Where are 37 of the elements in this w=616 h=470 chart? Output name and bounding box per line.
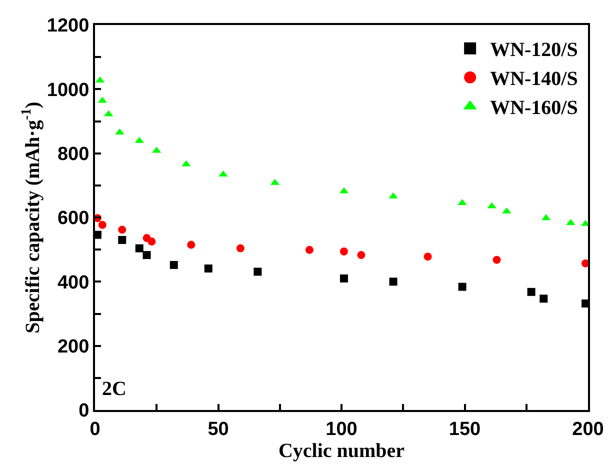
x-axis-title: Cyclic number xyxy=(278,440,405,462)
point xyxy=(540,294,548,303)
x-tick-label: 150 xyxy=(448,418,481,440)
point xyxy=(236,244,244,252)
y-tick-label: 1200 xyxy=(46,16,90,37)
point xyxy=(340,274,348,282)
point xyxy=(118,226,126,234)
point xyxy=(187,240,196,249)
y-tick-label: 800 xyxy=(57,144,90,165)
y-tick-label: 0 xyxy=(78,400,90,422)
x-tick-label: 100 xyxy=(326,418,358,440)
x-tick-label: 50 xyxy=(208,418,229,440)
point xyxy=(135,244,144,252)
point xyxy=(424,252,432,261)
y-tick-label: 400 xyxy=(57,272,90,294)
point xyxy=(148,238,156,246)
y-tick-label: 1000 xyxy=(46,80,90,101)
point xyxy=(305,246,314,254)
point xyxy=(254,268,262,276)
point xyxy=(389,278,398,286)
annotation: 2C xyxy=(102,378,126,400)
legend-label: WN-120/S xyxy=(490,39,578,62)
point xyxy=(492,256,501,264)
x-tick-label: 200 xyxy=(572,418,604,440)
point xyxy=(170,260,178,269)
point xyxy=(98,220,106,229)
legend-label: WN-140/S xyxy=(490,68,578,90)
point xyxy=(204,264,212,273)
point xyxy=(527,288,536,296)
legend-label: WN-160/S xyxy=(490,97,578,120)
point xyxy=(458,282,466,291)
y-tick-label: 600 xyxy=(57,208,90,230)
point xyxy=(340,248,348,256)
point xyxy=(142,251,151,260)
point xyxy=(357,251,366,260)
point xyxy=(118,236,126,244)
y-tick-label: 200 xyxy=(57,336,90,358)
